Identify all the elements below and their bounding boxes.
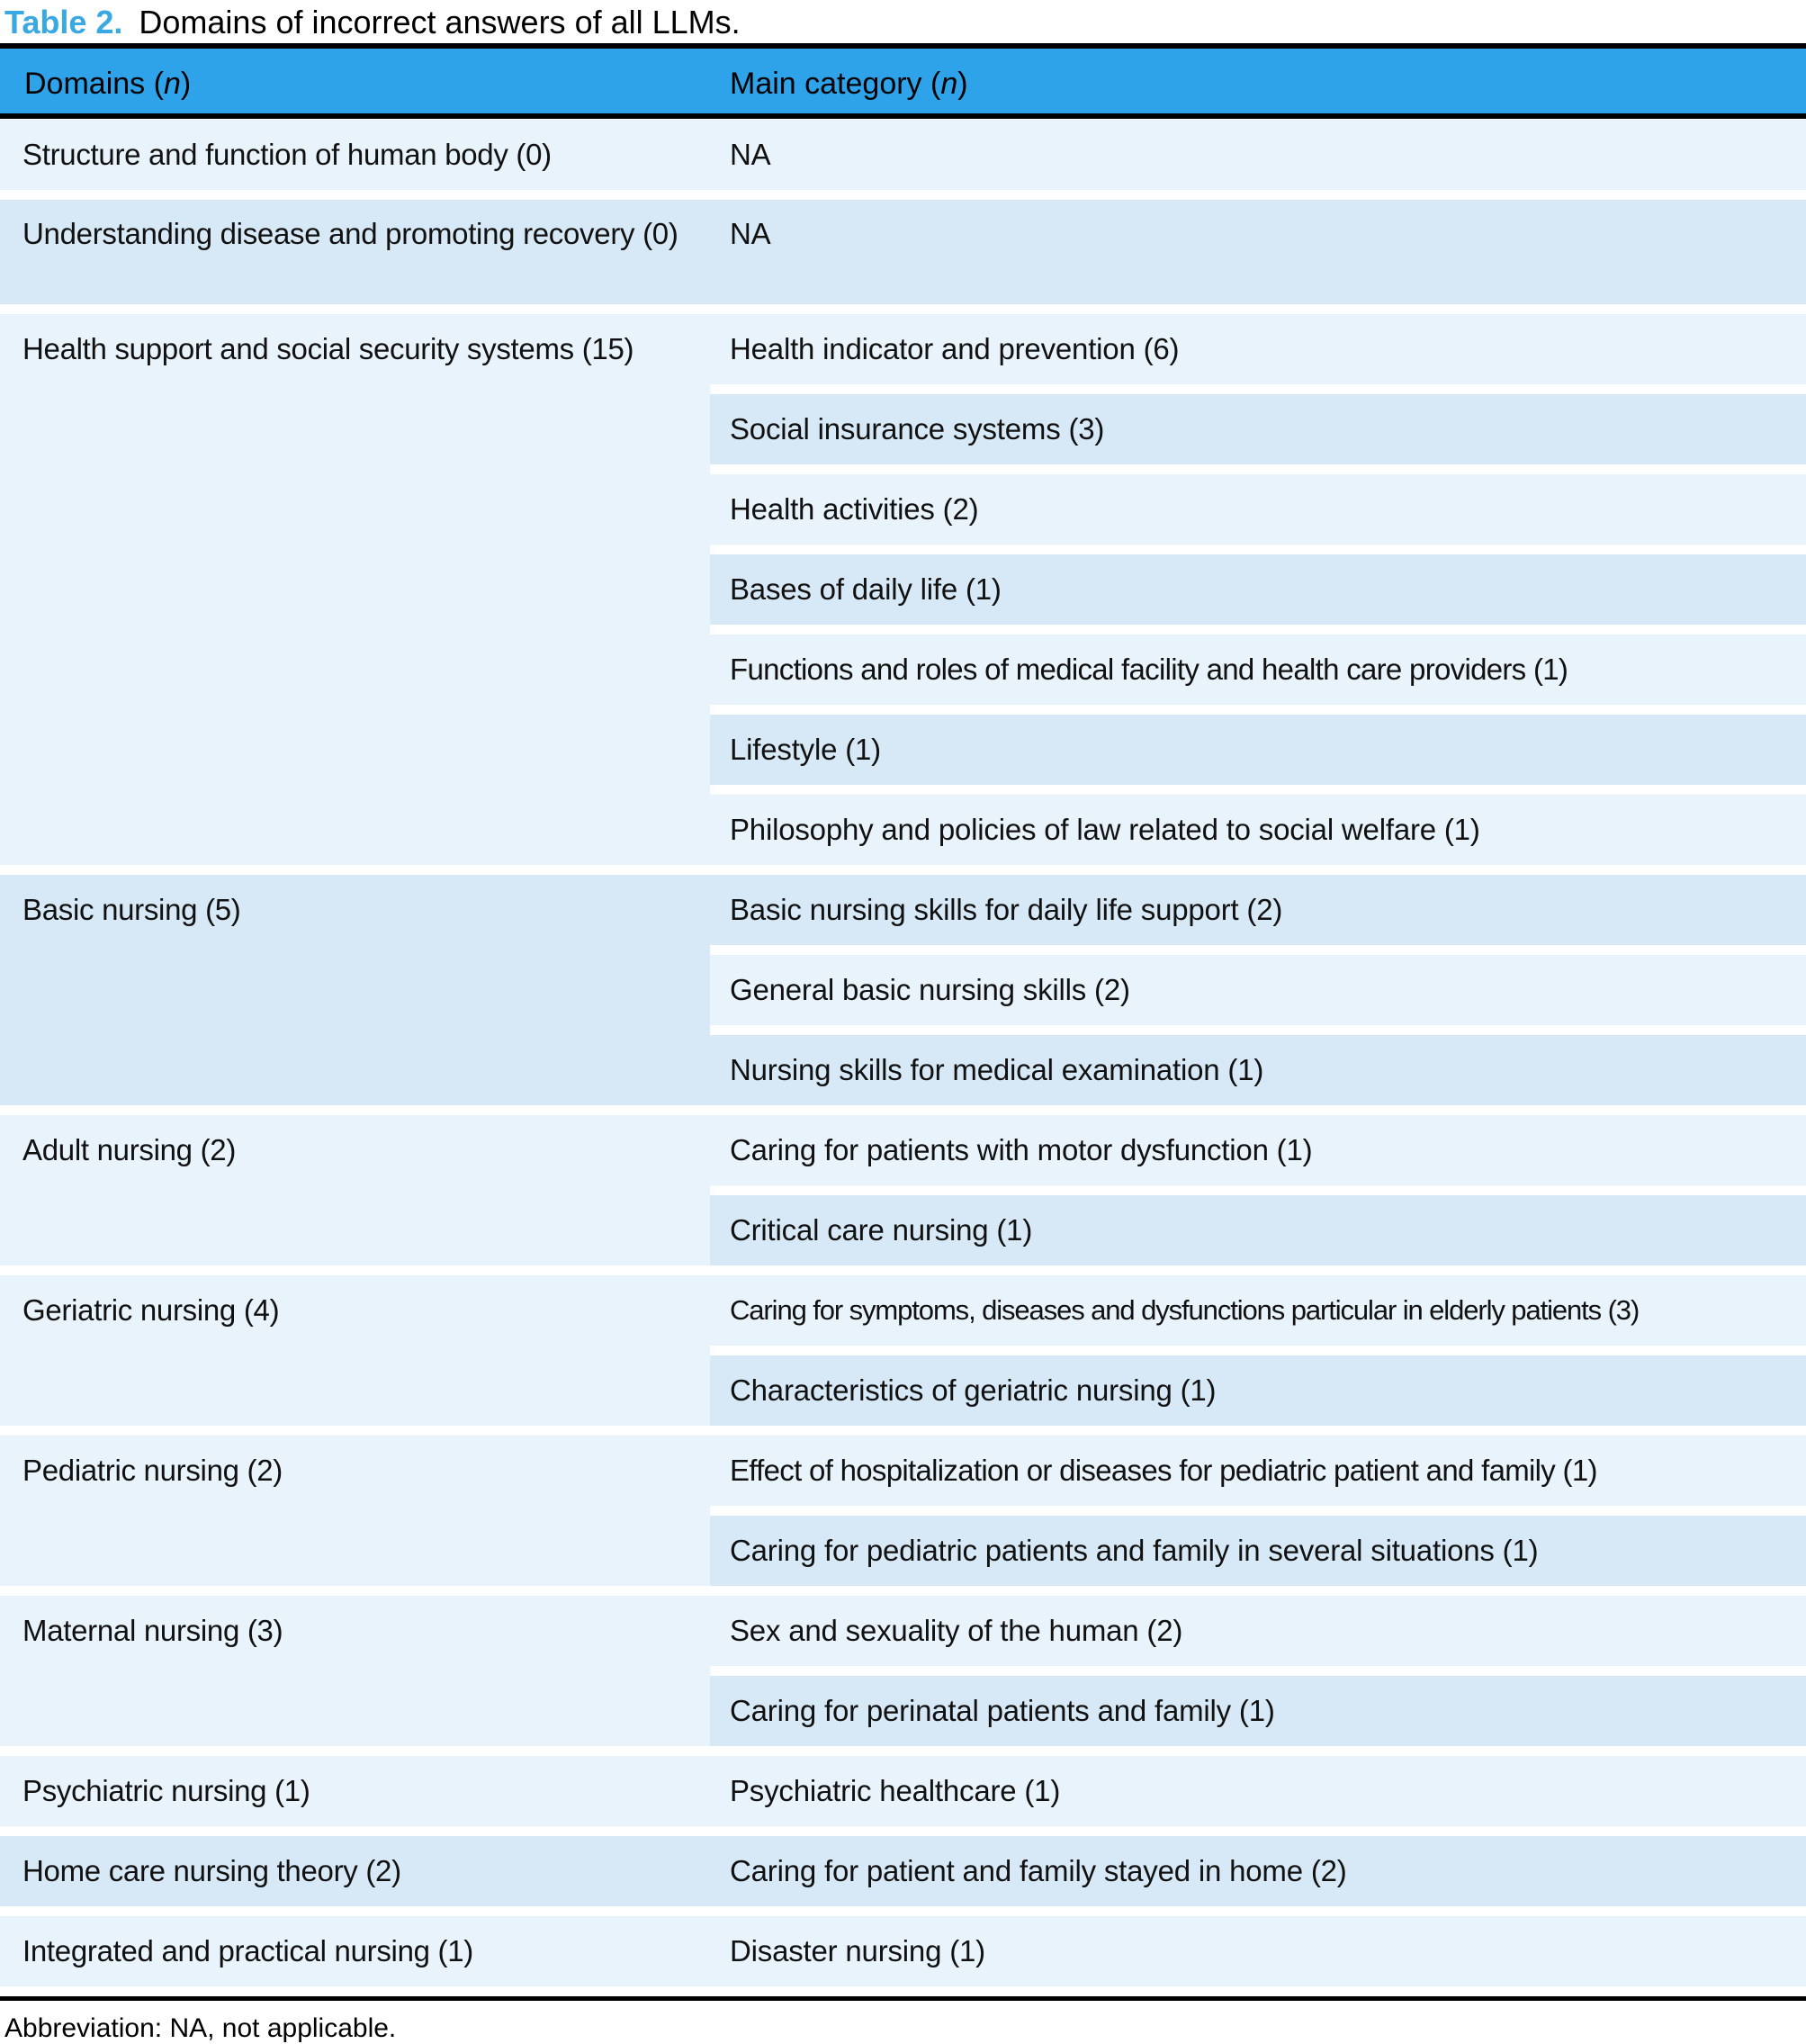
domain-cell: Adult nursing (2) — [0, 1115, 710, 1265]
category-column: Caring for symptoms, diseases and dysfun… — [710, 1275, 1806, 1426]
category-cell: Health activities (2) — [710, 474, 1806, 545]
category-cell: Characteristics of geriatric nursing (1) — [710, 1355, 1806, 1426]
domain-cell: Home care nursing theory (2) — [0, 1836, 710, 1906]
header-domains-cell: Domains (n) — [0, 49, 710, 113]
category-cell: Caring for patients with motor dysfuncti… — [710, 1115, 1806, 1185]
category-cell: Critical care nursing (1) — [710, 1195, 1806, 1265]
category-cell: NA — [710, 200, 1806, 304]
category-column: Sex and sexuality of the human (2) Caring… — [710, 1596, 1806, 1746]
domain-cell: Psychiatric nursing (1) — [0, 1756, 710, 1826]
category-cell: Effect of hospitalization or diseases fo… — [710, 1436, 1806, 1506]
category-cell: Social insurance systems (3) — [710, 394, 1806, 464]
category-column: NA — [710, 200, 1806, 304]
table-group-row: Psychiatric nursing (1) Psychiatric healt… — [0, 1756, 1806, 1826]
header-category-text: Main category ( — [730, 67, 941, 101]
category-cell: Caring for patient and family stayed in … — [710, 1836, 1806, 1906]
category-cell: Disaster nursing (1) — [710, 1916, 1806, 1986]
table-group-row: Understanding disease and promoting reco… — [0, 200, 1806, 304]
category-column: Caring for patient and family stayed in … — [710, 1836, 1806, 1906]
header-category-cell: Main category (n) — [710, 49, 1806, 113]
footnote: Abbreviation: NA, not applicable. — [4, 2013, 397, 2043]
table-caption-text: Domains of incorrect answers of all LLMs… — [139, 4, 741, 41]
domain-cell: Maternal nursing (3) — [0, 1596, 710, 1746]
domain-cell: Integrated and practical nursing (1) — [0, 1916, 710, 1986]
header-category-close: ) — [957, 67, 968, 101]
category-cell: Nursing skills for medical examination (… — [710, 1035, 1806, 1105]
category-cell: Caring for perinatal patients and family… — [710, 1676, 1806, 1746]
category-cell: General basic nursing skills (2) — [710, 955, 1806, 1025]
domain-cell: Pediatric nursing (2) — [0, 1436, 710, 1586]
table-group-row: Health support and social security syste… — [0, 314, 1806, 865]
category-column: Health indicator and prevention (6) Socia… — [710, 314, 1806, 865]
category-cell: Psychiatric healthcare (1) — [710, 1756, 1806, 1826]
category-cell: Philosophy and policies of law related t… — [710, 795, 1806, 865]
header-domains-close: ) — [180, 67, 192, 101]
header-domains-text: Domains ( — [24, 67, 164, 101]
table-bottom-rule — [0, 1996, 1806, 2001]
category-cell: NA — [710, 120, 1806, 190]
category-column: NA — [710, 120, 1806, 190]
domain-cell: Health support and social security syste… — [0, 314, 710, 865]
category-column: Caring for patients with motor dysfuncti… — [710, 1115, 1806, 1265]
table-caption-label: Table 2. — [4, 4, 123, 41]
category-cell: Health indicator and prevention (6) — [710, 314, 1806, 384]
category-column: Psychiatric healthcare (1) — [710, 1756, 1806, 1826]
category-cell: Functions and roles of medical facility … — [710, 635, 1806, 705]
table-group-row: Basic nursing (5) Basic nursing skills fo… — [0, 875, 1806, 1105]
category-cell: Sex and sexuality of the human (2) — [710, 1596, 1806, 1666]
category-cell: Lifestyle (1) — [710, 715, 1806, 785]
table-group-row: Integrated and practical nursing (1) Disa… — [0, 1916, 1806, 1986]
category-column: Effect of hospitalization or diseases fo… — [710, 1436, 1806, 1586]
table-header-row: Domains (n) Main category (n) — [0, 49, 1806, 119]
category-column: Basic nursing skills for daily life supp… — [710, 875, 1806, 1105]
table-group-row: Home care nursing theory (2) Caring for p… — [0, 1836, 1806, 1906]
table-group-row: Geriatric nursing (4) Caring for symptoms… — [0, 1275, 1806, 1426]
category-cell: Bases of daily life (1) — [710, 554, 1806, 625]
table-caption: Table 2. Domains of incorrect answers of … — [0, 0, 1806, 43]
table-group-row: Maternal nursing (3) Sex and sexuality of… — [0, 1596, 1806, 1746]
table-group-row: Structure and function of human body (0)… — [0, 120, 1806, 190]
header-category-n: n — [940, 67, 958, 101]
domain-cell: Basic nursing (5) — [0, 875, 710, 1105]
header-domains-n: n — [163, 67, 181, 101]
table-group-row: Adult nursing (2) Caring for patients wit… — [0, 1115, 1806, 1265]
category-cell: Basic nursing skills for daily life supp… — [710, 875, 1806, 945]
domain-cell: Geriatric nursing (4) — [0, 1275, 710, 1426]
domain-cell: Structure and function of human body (0) — [0, 120, 710, 190]
table-body: Structure and function of human body (0)… — [0, 119, 1806, 1986]
domain-cell: Understanding disease and promoting reco… — [0, 200, 710, 304]
category-cell: Caring for pediatric patients and family… — [710, 1516, 1806, 1586]
category-cell: Caring for symptoms, diseases and dysfun… — [710, 1275, 1806, 1346]
table: Domains (n) Main category (n) Structure … — [0, 43, 1806, 2001]
table-group-row: Pediatric nursing (2) Effect of hospitali… — [0, 1436, 1806, 1586]
category-column: Disaster nursing (1) — [710, 1916, 1806, 1986]
